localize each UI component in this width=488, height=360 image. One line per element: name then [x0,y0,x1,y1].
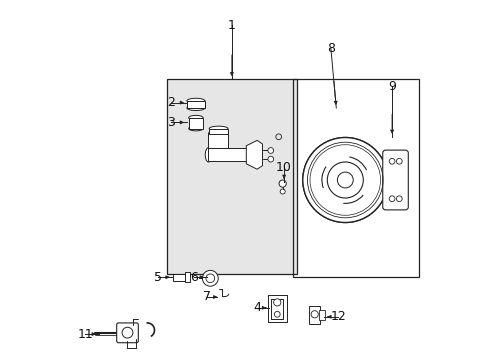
Circle shape [310,311,318,318]
Circle shape [396,196,401,202]
Text: 7: 7 [203,291,210,303]
Circle shape [279,180,285,187]
Bar [185,272,190,282]
Polygon shape [246,140,262,169]
Bar [167,79,296,274]
Circle shape [302,138,387,222]
Text: 4: 4 [253,301,261,314]
Ellipse shape [188,115,203,120]
Ellipse shape [208,131,228,136]
Circle shape [273,299,280,306]
Circle shape [302,138,387,222]
Ellipse shape [205,148,211,162]
Circle shape [326,162,363,198]
Bar [209,129,227,134]
Text: 9: 9 [387,80,395,93]
Bar [292,79,418,277]
Ellipse shape [188,126,203,131]
FancyBboxPatch shape [382,150,407,210]
Circle shape [388,196,394,202]
Circle shape [122,327,133,338]
Ellipse shape [209,126,227,131]
Circle shape [388,158,394,164]
Text: 11: 11 [77,328,93,341]
Text: 3: 3 [166,116,174,129]
Text: 6: 6 [190,271,198,284]
Ellipse shape [186,98,204,103]
Circle shape [267,148,273,153]
Bar [173,274,185,281]
Bar [309,306,320,324]
Bar [186,101,204,108]
Ellipse shape [390,172,400,188]
Bar [208,133,228,148]
Text: 2: 2 [166,96,174,109]
Circle shape [274,311,280,317]
Bar [188,118,203,129]
Bar [208,148,251,161]
Text: 8: 8 [326,42,334,55]
Text: 10: 10 [276,161,291,174]
Text: 1: 1 [227,19,235,32]
Circle shape [275,134,281,140]
Text: 12: 12 [329,310,346,323]
Circle shape [202,270,218,286]
Circle shape [396,158,401,164]
Circle shape [280,189,285,194]
Ellipse shape [208,145,228,150]
Circle shape [267,156,273,162]
Circle shape [337,172,352,188]
Circle shape [205,274,214,283]
FancyBboxPatch shape [117,323,138,343]
Text: 5: 5 [154,271,162,284]
Ellipse shape [186,105,204,111]
Bar [319,310,324,320]
